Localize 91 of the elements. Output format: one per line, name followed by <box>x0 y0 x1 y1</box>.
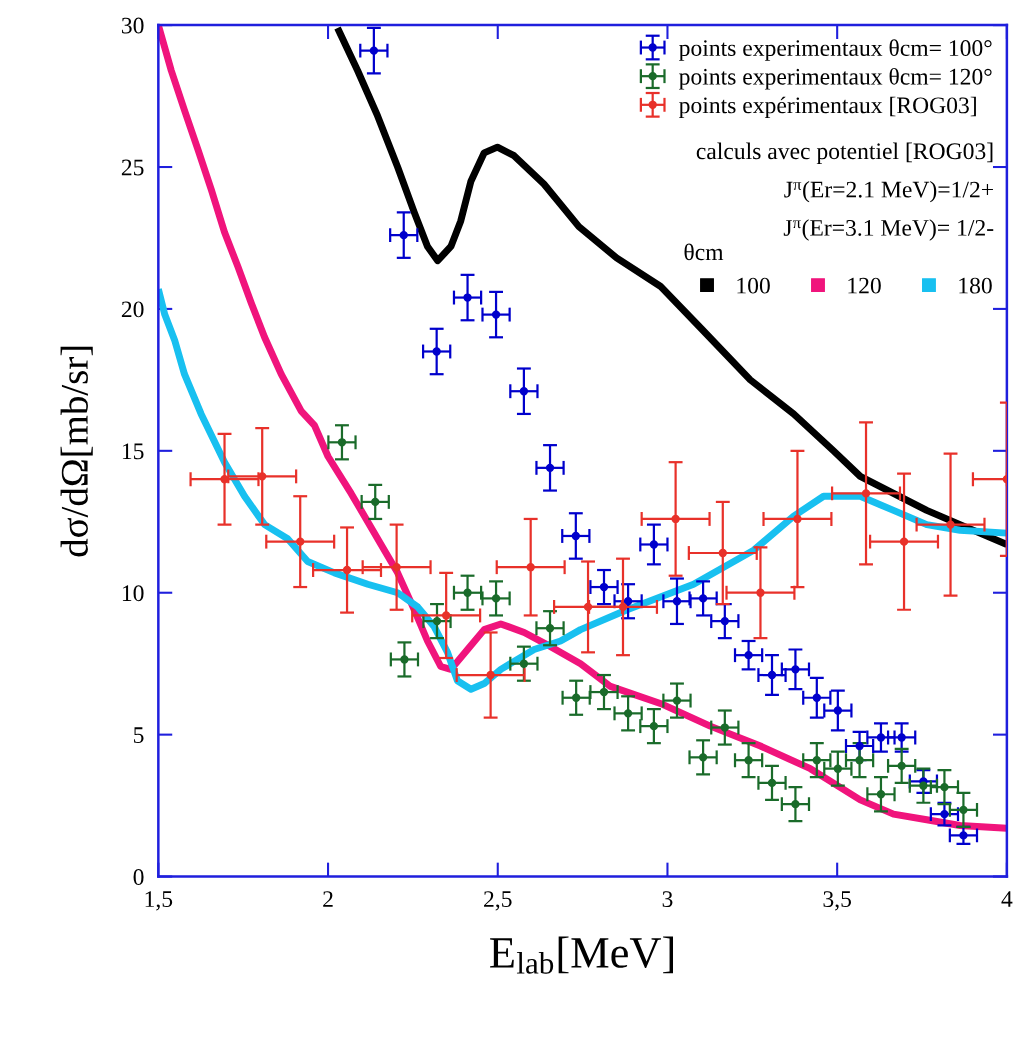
legend-label: 120 <box>848 277 881 294</box>
point <box>940 782 949 792</box>
y-axis-title: dσ/dΩ[mb/sr] <box>60 346 93 557</box>
point <box>296 537 305 546</box>
point <box>812 693 821 702</box>
point <box>599 582 609 592</box>
point <box>623 709 633 718</box>
point <box>369 46 379 55</box>
point <box>571 693 581 702</box>
y-tick-label: 30 <box>121 17 144 34</box>
point <box>400 655 409 664</box>
x-tick-label: 1,5 <box>145 891 173 911</box>
point <box>876 790 886 799</box>
x-tick-label: 2 <box>323 891 333 907</box>
point <box>899 537 909 546</box>
point <box>767 670 777 680</box>
point <box>337 438 347 447</box>
point <box>571 531 580 541</box>
point <box>486 670 495 680</box>
point <box>599 687 609 697</box>
point <box>791 800 800 809</box>
point <box>519 659 529 668</box>
point <box>545 624 555 633</box>
point <box>672 597 682 606</box>
point <box>744 651 753 660</box>
point <box>861 489 871 498</box>
x-axis-title: E$_{lab}$[MeV] <box>490 936 674 974</box>
y-tick-label: 5 <box>134 727 144 744</box>
legend-label: points expérimentaux [ROG03] <box>679 96 976 119</box>
point <box>940 809 949 819</box>
point <box>793 514 802 524</box>
x-tick-label: 2,5 <box>484 891 512 911</box>
legend-label: 100 <box>737 277 770 294</box>
point <box>258 472 267 481</box>
point <box>897 761 906 771</box>
point <box>756 588 765 597</box>
legend-title: θcm <box>684 243 724 261</box>
y-tick-label: 25 <box>121 159 144 176</box>
point <box>812 756 821 765</box>
point <box>519 387 529 396</box>
point <box>649 540 659 549</box>
point <box>583 602 593 612</box>
point <box>618 602 628 612</box>
point <box>767 778 777 788</box>
x-tick-label: 3 <box>662 891 673 908</box>
x-tick-label: 3,5 <box>823 891 852 911</box>
legend-label: points experimentaux θcm= 100° <box>679 39 992 61</box>
y-tick-label: 10 <box>122 585 144 602</box>
annotation: J$^{π}$(Er=3.1 MeV)= 1/2- <box>783 219 994 241</box>
y-tick-label: 20 <box>121 301 144 318</box>
point <box>671 514 680 524</box>
legend-label: points experimentaux θcm= 120° <box>679 67 992 90</box>
point <box>399 230 408 240</box>
annotation: J$^{π}$(Er=2.1 MeV)=1/2+ <box>784 180 993 203</box>
point <box>463 588 472 597</box>
point <box>744 756 753 765</box>
point <box>855 741 864 751</box>
point <box>623 597 633 606</box>
point <box>718 548 727 558</box>
point <box>876 733 886 742</box>
point <box>698 594 708 603</box>
point <box>720 723 729 732</box>
point <box>791 665 800 674</box>
y-tick-label: 15 <box>122 443 144 460</box>
point <box>441 611 451 620</box>
point <box>371 497 380 507</box>
point <box>220 475 229 484</box>
point <box>526 563 535 572</box>
point <box>698 753 708 762</box>
x-tick-label: 4 <box>1001 891 1013 907</box>
annotation: calculs avec potentiel [ROG03] <box>696 142 993 165</box>
point <box>491 310 501 319</box>
point <box>959 805 968 815</box>
point <box>959 831 968 840</box>
point <box>432 616 442 626</box>
y-tick-label: 0 <box>133 869 144 885</box>
point <box>833 764 843 773</box>
point <box>545 463 555 473</box>
point <box>833 706 843 715</box>
point <box>897 733 906 742</box>
point <box>919 781 928 790</box>
point <box>432 347 441 356</box>
point <box>491 594 501 603</box>
point <box>946 520 955 529</box>
legend-label: 180 <box>959 277 992 294</box>
point <box>720 616 729 626</box>
point <box>649 721 659 731</box>
point <box>392 563 401 572</box>
point <box>463 293 472 302</box>
point <box>342 565 352 575</box>
point <box>672 696 682 705</box>
